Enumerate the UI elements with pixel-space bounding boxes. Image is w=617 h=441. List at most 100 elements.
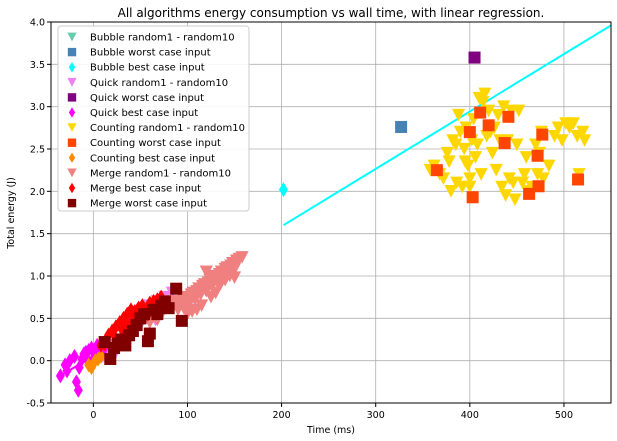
data-point (86, 359, 96, 375)
data-point (62, 363, 72, 379)
data-point (119, 339, 132, 352)
data-point (143, 327, 156, 340)
data-point (555, 134, 569, 147)
data-point (498, 189, 513, 202)
data-point (194, 299, 209, 312)
data-point (531, 149, 544, 162)
y-tick-label: 0.0 (30, 356, 45, 367)
x-axis-ticks: 0 100 200 300 400 500 (90, 403, 573, 421)
legend-entry-label: Merge best case input (90, 184, 201, 195)
data-point (138, 308, 151, 321)
legend-entry-label: Counting random1 - random10 (90, 123, 245, 134)
x-tick-label: 0 (90, 410, 96, 421)
data-point (519, 151, 533, 164)
data-point (515, 176, 530, 190)
data-point (278, 182, 288, 198)
data-points (55, 51, 592, 398)
data-point (235, 251, 249, 264)
data-point (395, 120, 408, 133)
data-point (98, 336, 111, 349)
data-point (474, 168, 488, 181)
data-point (170, 282, 183, 295)
legend-entry-label: Quick random1 - random10 (90, 78, 228, 89)
data-point (442, 155, 456, 168)
data-point (93, 351, 103, 367)
legend-entry-label: Counting best case input (90, 153, 215, 164)
chart-title: All algorithms energy consumption vs wal… (118, 6, 545, 20)
x-tick-label: 500 (555, 410, 573, 421)
legend-marker (68, 152, 76, 164)
legend-entry-label: Merge worst case input (90, 199, 207, 210)
legend-marker (67, 168, 77, 178)
data-point (227, 262, 242, 276)
legend: Bubble random1 - random10 Bubble worst ca… (57, 25, 250, 212)
legend-marker (67, 93, 77, 102)
data-point (430, 164, 443, 177)
legend-marker (68, 61, 76, 73)
data-point (512, 104, 526, 118)
x-tick-label: 100 (178, 410, 196, 421)
data-point (444, 185, 458, 198)
data-point (457, 142, 471, 156)
data-point (506, 176, 520, 190)
data-point (162, 302, 175, 315)
legend-box (57, 25, 250, 212)
data-point (463, 180, 477, 194)
data-point (542, 159, 556, 173)
y-tick-label: 1.5 (30, 229, 45, 240)
data-point (532, 180, 545, 193)
data-point (482, 119, 495, 132)
data-point (485, 146, 500, 160)
data-point (167, 295, 181, 308)
data-point (489, 163, 503, 177)
data-point (175, 314, 188, 327)
data-point (536, 128, 549, 141)
data-point (502, 110, 515, 123)
plot-area-frame (50, 21, 612, 404)
x-tick-label: 300 (367, 410, 385, 421)
data-point (463, 172, 477, 185)
data-point (523, 187, 536, 200)
data-point (199, 265, 213, 279)
data-point (185, 305, 199, 318)
legend-entry-label: Bubble best case input (90, 63, 205, 74)
y-tick-label: 3.0 (30, 102, 45, 113)
data-point (227, 271, 242, 284)
data-point (470, 138, 484, 152)
data-point (104, 352, 117, 365)
data-point (73, 382, 83, 398)
regression-line (282, 24, 612, 227)
data-point (476, 96, 490, 109)
legend-marker (67, 47, 77, 57)
x-axis-label: Time (ms) (306, 425, 355, 436)
legend-entry-label: Quick best case input (90, 108, 198, 119)
y-tick-label: 1.0 (30, 272, 45, 283)
data-point (468, 151, 483, 164)
y-tick-label: 2.0 (30, 187, 45, 198)
y-tick-label: 2.5 (30, 145, 45, 156)
x-tick-label: 200 (273, 410, 291, 421)
legend-marker (67, 32, 77, 42)
data-point (551, 121, 565, 135)
data-point (491, 108, 505, 122)
data-point (529, 138, 543, 152)
data-point (536, 172, 550, 185)
data-point (572, 173, 585, 186)
data-point (440, 146, 454, 160)
data-point (468, 51, 481, 64)
legend-marker (67, 138, 77, 147)
y-tick-label: 0.5 (30, 314, 45, 325)
legend-entry-label: Counting worst case input (90, 138, 221, 149)
legend-marker (68, 182, 76, 194)
legend-entry-label: Bubble random1 - random10 (90, 33, 235, 44)
data-point (497, 100, 511, 113)
data-point (576, 125, 590, 139)
legend-marker (67, 123, 77, 133)
data-point (450, 176, 464, 190)
data-point (495, 180, 509, 194)
data-point (451, 108, 466, 122)
legend-entry-label: Merge random1 - random10 (90, 168, 231, 179)
data-point (530, 168, 545, 181)
legend-marker (67, 77, 77, 87)
